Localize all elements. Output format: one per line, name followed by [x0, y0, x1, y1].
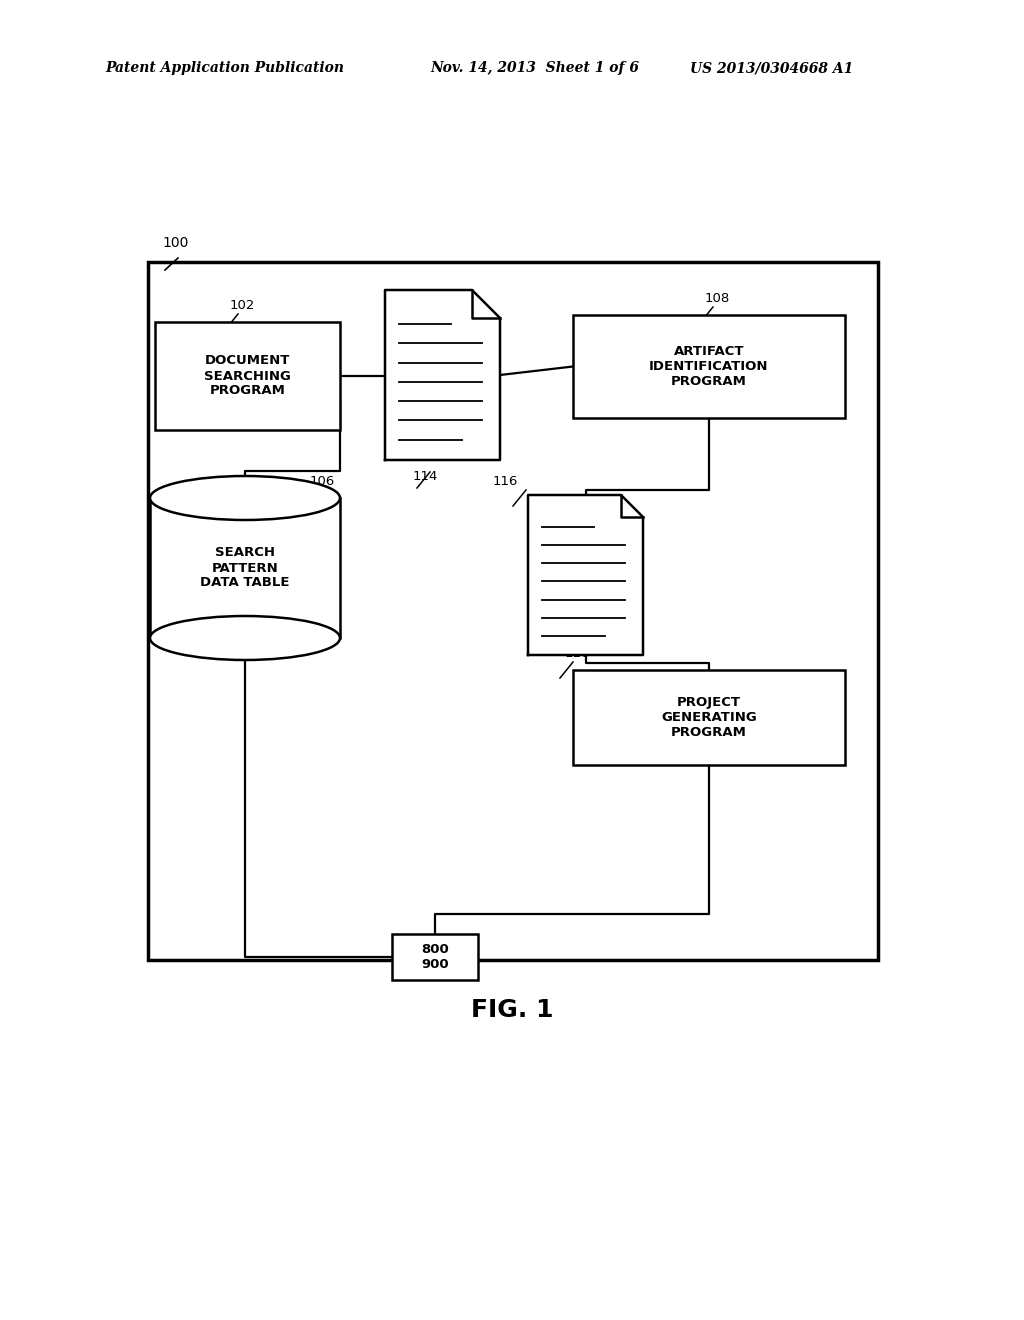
Text: DOCUMENT
SEARCHING
PROGRAM: DOCUMENT SEARCHING PROGRAM — [204, 355, 291, 397]
Ellipse shape — [150, 616, 340, 660]
Text: 100: 100 — [162, 236, 188, 249]
Text: FIG. 1: FIG. 1 — [471, 998, 553, 1022]
Text: ARTIFACT
IDENTIFICATION
PROGRAM: ARTIFACT IDENTIFICATION PROGRAM — [649, 345, 769, 388]
Text: 800
900: 800 900 — [421, 942, 449, 972]
Text: 116: 116 — [493, 475, 518, 488]
Bar — [148, 261, 878, 960]
Text: PROJECT
GENERATING
PROGRAM: PROJECT GENERATING PROGRAM — [662, 696, 757, 739]
Polygon shape — [528, 495, 643, 655]
Text: Patent Application Publication: Patent Application Publication — [105, 61, 344, 75]
Text: US 2013/0304668 A1: US 2013/0304668 A1 — [690, 61, 853, 75]
Text: 114: 114 — [413, 470, 437, 483]
Bar — [392, 935, 478, 979]
Polygon shape — [385, 290, 500, 459]
Ellipse shape — [150, 477, 340, 520]
Bar — [573, 315, 845, 418]
Text: SEARCH
PATTERN
DATA TABLE: SEARCH PATTERN DATA TABLE — [201, 546, 290, 590]
Text: 108: 108 — [705, 292, 730, 305]
Text: 102: 102 — [230, 300, 255, 312]
Bar — [155, 322, 340, 430]
Bar — [150, 498, 340, 638]
Text: Nov. 14, 2013  Sheet 1 of 6: Nov. 14, 2013 Sheet 1 of 6 — [430, 61, 639, 75]
Text: 106: 106 — [310, 475, 335, 488]
Bar — [573, 671, 845, 766]
Text: 110: 110 — [565, 647, 591, 660]
